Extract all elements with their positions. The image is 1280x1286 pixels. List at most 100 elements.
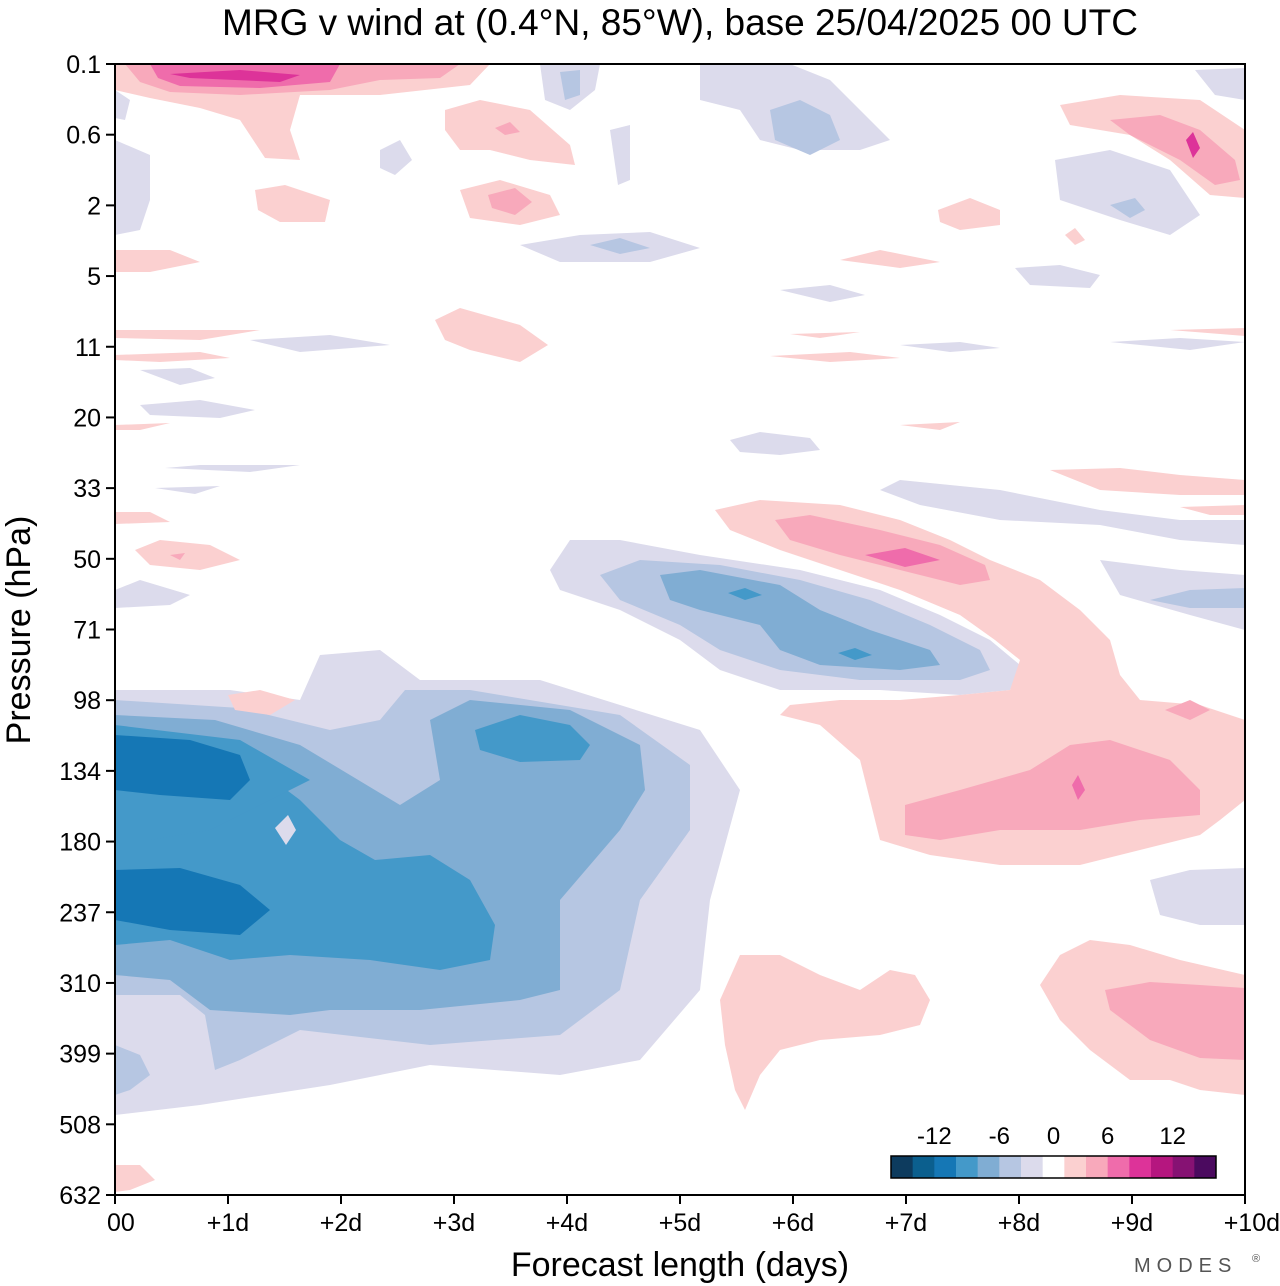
colorbar-swatch <box>891 1156 914 1178</box>
modes-credit: MODES <box>1134 1255 1237 1277</box>
contour-neg-10c <box>475 715 590 762</box>
contour-pos-4c <box>488 188 532 215</box>
y-axis: 0.1 0.6 2 5 11 20 33 50 71 98 134 180 237 310 399 508 63… <box>59 51 115 1210</box>
modes-credit-mark: ® <box>1252 1253 1260 1265</box>
colorbar-swatch <box>1021 1156 1044 1178</box>
contour-neg-2l <box>1055 150 1200 235</box>
contour-neg-2d <box>115 580 190 608</box>
x-tick-label: +3d <box>433 1209 475 1237</box>
y-tick-label: 508 <box>59 1111 101 1139</box>
contour-pos-2q <box>900 422 960 430</box>
x-tick-label: +8d <box>998 1209 1040 1237</box>
contour-pos-2g <box>1065 228 1085 245</box>
contour-neg-2m <box>1015 265 1100 288</box>
colorbar-swatch <box>912 1156 935 1178</box>
y-tick-label: 11 <box>75 334 101 362</box>
contour-neg-2s <box>900 342 1000 352</box>
contour-neg-8c <box>728 588 762 600</box>
y-tick-label: 0.1 <box>66 51 101 79</box>
contour-pos-2y <box>1180 505 1245 515</box>
contour-pos-2k <box>115 330 260 340</box>
contour-neg-10a <box>115 735 250 800</box>
y-tick-label: 237 <box>59 899 101 927</box>
contour-neg-10b <box>115 868 270 935</box>
contour-pos-2m <box>770 352 900 362</box>
contour-pos-4e <box>1110 115 1240 185</box>
contour-pos-2h <box>840 250 940 268</box>
colorbar-swatch <box>1086 1156 1109 1178</box>
contour-pos-4bb <box>1105 982 1245 1060</box>
y-tick-label: 632 <box>59 1182 101 1210</box>
contour-neg-4j <box>560 70 580 100</box>
contour-neg-4i <box>770 100 840 155</box>
contour-hole <box>275 815 296 845</box>
contour-pos-2t <box>228 690 295 715</box>
contour-pos-2f <box>938 198 1000 230</box>
contour-neg-2f <box>880 480 1245 545</box>
contour-pos-8a <box>170 70 300 82</box>
y-tick-label: 20 <box>73 404 101 432</box>
y-tick-label: 310 <box>59 970 101 998</box>
contour-pos-2r <box>115 512 170 524</box>
colorbar-swatch <box>999 1156 1022 1178</box>
colorbar-swatch <box>1129 1156 1152 1178</box>
contour-pos-2o <box>1170 328 1245 336</box>
contour-neg-4e <box>1150 588 1245 608</box>
colorbar-swatch <box>1042 1156 1065 1178</box>
contour-neg-2w <box>610 125 630 185</box>
x-tick-label: +9d <box>1111 1209 1153 1237</box>
y-tick-label: 50 <box>73 546 101 574</box>
contour-neg-2q <box>250 335 390 352</box>
colorbar-tick-label: 6 <box>1101 1123 1114 1150</box>
contour-field <box>115 64 1245 1192</box>
contour-pos-2z <box>1050 468 1245 495</box>
x-axis-label: Forecast length (days) <box>511 1246 849 1284</box>
x-axis: 00 +1d +2d +3d +4d +5d +6d +7d +8d +9d +10d <box>107 1195 1280 1237</box>
x-tick-label: +10d <box>1224 1209 1280 1237</box>
contour-pos-8v <box>865 548 940 567</box>
contour-pos-6w <box>1072 775 1085 800</box>
colorbar-swatch <box>1107 1156 1130 1178</box>
y-tick-label: 33 <box>73 475 101 503</box>
colorbar-tick-label: 12 <box>1159 1123 1186 1150</box>
contour-neg-2g <box>730 432 820 455</box>
contour-pos-4s <box>170 553 185 560</box>
x-tick-label: +6d <box>772 1209 814 1237</box>
contour-neg-4l <box>1110 198 1145 218</box>
x-tick-label: +1d <box>207 1209 249 1237</box>
contour-neg-2o <box>140 368 215 385</box>
contour-neg-2z <box>165 465 300 472</box>
colorbar-swatch <box>1172 1156 1195 1178</box>
y-tick-label: 98 <box>73 687 101 715</box>
contour-pos-4w <box>905 740 1200 840</box>
contour-neg-2p <box>140 400 255 418</box>
colorbar-swatch <box>1151 1156 1174 1178</box>
contour-neg-2h <box>1150 868 1245 925</box>
contour-pos-2s <box>135 540 240 570</box>
colorbar-swatch <box>956 1156 979 1178</box>
contour-pos-4x <box>1165 700 1210 720</box>
colorbar-frame <box>890 1155 1217 1179</box>
colorbar-swatch <box>1194 1156 1217 1178</box>
y-tick-label: 134 <box>59 758 101 786</box>
y-tick-label: 71 <box>73 617 101 645</box>
colorbar-swatch <box>977 1156 1000 1178</box>
contour-pos-8e <box>1186 132 1200 158</box>
y-tick-label: 399 <box>59 1041 101 1069</box>
colorbar-tick-label: -6 <box>989 1123 1010 1150</box>
contour-neg-2t <box>1110 338 1245 350</box>
contour-neg-4k <box>590 238 650 254</box>
colorbar-swatch <box>1064 1156 1087 1178</box>
contour-neg-6c <box>660 570 940 670</box>
y-axis-label: Pressure (hPa) <box>0 516 38 745</box>
colorbar-tick-label: -12 <box>917 1123 952 1150</box>
contour-pos-2l <box>115 352 230 362</box>
contour-neg-2u <box>115 90 130 120</box>
contour-pos-2aa <box>720 955 930 1110</box>
contour-neg-2v <box>115 140 150 235</box>
contour-neg-8d <box>838 648 872 660</box>
contour-neg-2b <box>115 1045 150 1095</box>
contour-pos-2u <box>115 1165 155 1192</box>
x-tick-label: 00 <box>107 1209 135 1237</box>
contour-neg-2x <box>1195 68 1245 100</box>
